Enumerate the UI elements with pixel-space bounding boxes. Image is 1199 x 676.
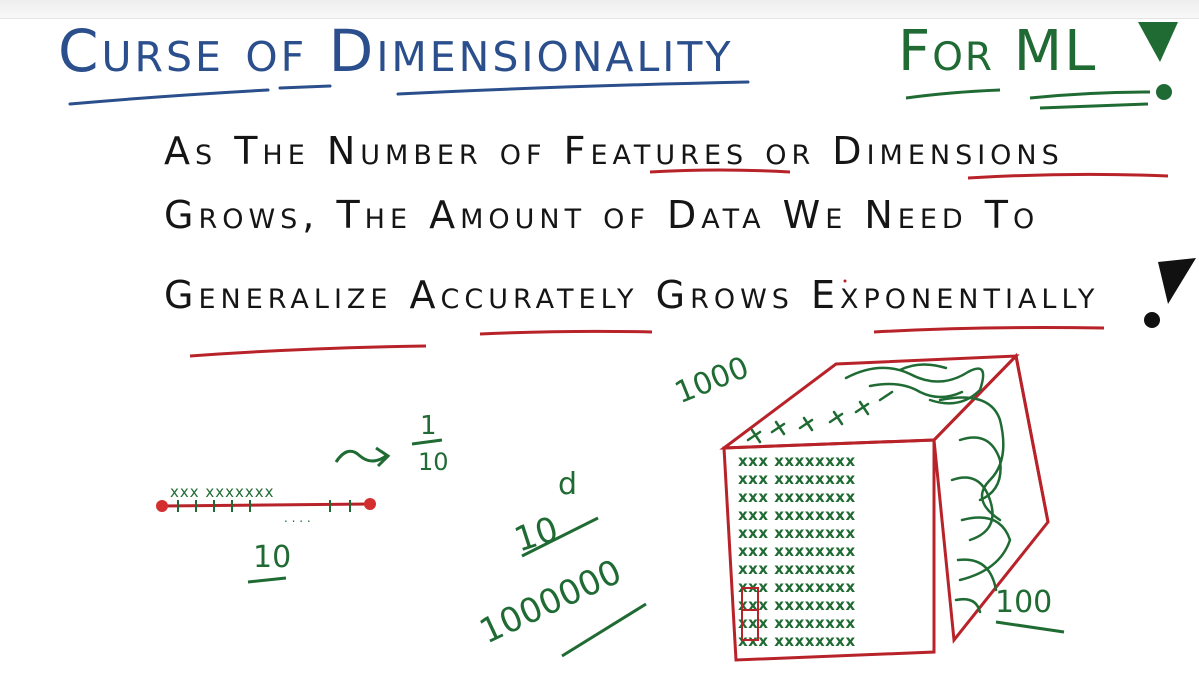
underline-features <box>649 168 791 174</box>
power-expression: 10 d <box>510 467 599 560</box>
data-cube <box>719 352 1050 662</box>
underline-10 <box>247 576 287 584</box>
fraction-numerator: 1 <box>420 411 437 441</box>
black-exclamation-icon <box>1158 258 1196 304</box>
svg-text:. . . .: . . . . <box>284 511 311 525</box>
svg-text:xxx xxxxxxxx: xxx xxxxxxxx <box>738 452 856 470</box>
statement-line-1: As The Number of Features or Dimensions <box>164 129 1064 173</box>
arrow-to-fraction <box>334 446 391 468</box>
svg-text:xxx xxxxxxxx: xxx xxxxxxxx <box>738 506 856 524</box>
svg-text:xxx xxxxxxxx: xxx xxxxxxxx <box>738 542 856 560</box>
underline-accurately <box>479 329 653 336</box>
svg-text:xxx xxxxxxxx: xxx xxxxxxxx <box>738 560 856 578</box>
power-base: 10 <box>510 509 564 560</box>
for-ml-underline-2 <box>1029 90 1151 100</box>
svg-text:xxx xxxxxxxx: xxx xxxxxxxx <box>738 632 856 650</box>
for-ml-underline-1 <box>905 88 1001 100</box>
statement-line-2: Grows, The Amount of Data We Need To <box>164 193 1040 237</box>
svg-text:xxx xxxxxxxx: xxx xxxxxxxx <box>738 614 856 632</box>
power-exponent: d <box>558 467 577 502</box>
underline-dimensions <box>967 172 1169 180</box>
cube-front-samples: xxx xxxxxxxx xxx xxxxxxxx xxx xxxxxxxx x… <box>738 452 856 650</box>
svg-text:xxx xxxxxxxx: xxx xxxxxxxx <box>738 578 856 596</box>
underline-million <box>561 602 647 658</box>
statement-line-3: Generalize Accurately Grows Exponentiall… <box>164 273 1100 317</box>
video-top-bar <box>0 0 1199 19</box>
svg-text:xxx xxxxxxx: xxx xxxxxxx <box>170 483 275 501</box>
title-underline-3 <box>396 80 750 96</box>
page-title: Curse of Dimensionality <box>58 17 734 85</box>
green-exclamation-icon <box>1138 22 1178 62</box>
cube-top-samples <box>746 363 1012 614</box>
title-underline-2 <box>278 84 332 90</box>
svg-text:xxx xxxxxxxx: xxx xxxxxxxx <box>738 488 856 506</box>
cube-face-count-label: 100 <box>995 585 1053 620</box>
svg-text:xxx xxxxxxxx: xxx xxxxxxxx <box>738 524 856 542</box>
svg-text:xxx xxxxxxxx: xxx xxxxxxxx <box>738 470 856 488</box>
fraction: 1 10 <box>411 411 449 476</box>
underline-100 <box>995 620 1065 634</box>
underline-exponentially <box>873 326 1105 334</box>
svg-text:xxx xxxxxxxx: xxx xxxxxxxx <box>738 596 856 614</box>
one-d-line: xxx xxxxxxx . . . . <box>156 483 376 525</box>
for-ml-underline-3 <box>1039 102 1149 110</box>
underline-generalize <box>189 344 427 358</box>
one-d-count-label: 10 <box>253 540 292 575</box>
fraction-denominator: 10 <box>418 448 449 476</box>
title-underline-1 <box>68 88 270 106</box>
title-suffix: For ML <box>898 19 1098 84</box>
cube-corner-subcube <box>741 587 759 641</box>
